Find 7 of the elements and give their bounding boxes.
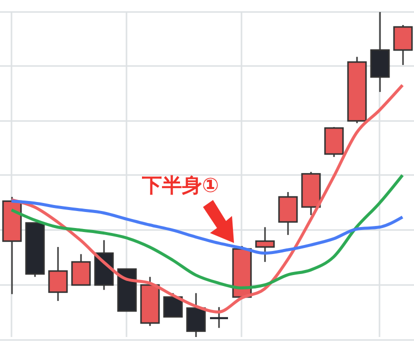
candlestick [71,253,91,286]
annotation: 下半身① [142,172,219,199]
candlestick [393,24,413,66]
candlestick [209,306,229,329]
candlestick [48,246,68,302]
candlestick [186,292,206,337]
candlestick [255,226,275,263]
